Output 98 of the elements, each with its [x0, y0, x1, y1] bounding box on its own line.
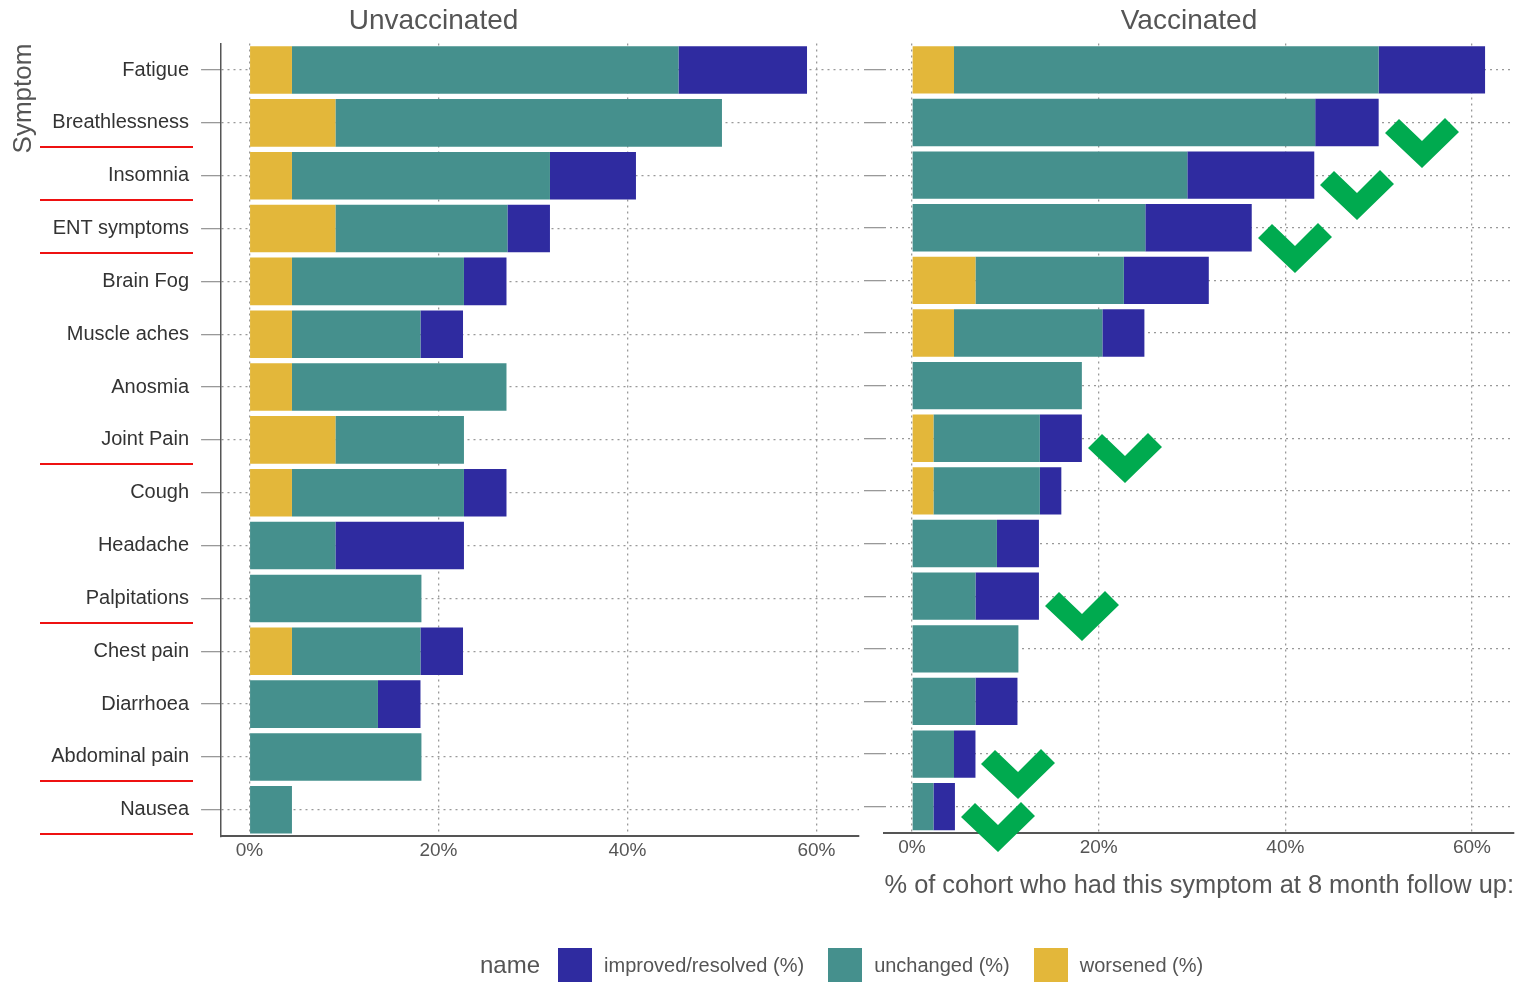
- bar: [335, 99, 722, 147]
- y-tick-label: Fatigue: [122, 57, 190, 80]
- bar: [250, 627, 292, 676]
- legend-label: worsened (%): [1079, 953, 1204, 977]
- bar: [335, 416, 464, 464]
- x-tick-label: 0%: [898, 835, 926, 857]
- bar: [250, 786, 292, 834]
- y-tick-label: Brain Fog: [102, 268, 190, 291]
- bar: [291, 151, 550, 200]
- bar: [912, 519, 997, 568]
- bar: [912, 361, 1082, 410]
- bar: [996, 519, 1039, 568]
- bar: [250, 46, 292, 94]
- y-tick-label: Diarrhoea: [101, 691, 190, 714]
- bar: [975, 256, 1124, 305]
- bar: [250, 363, 292, 411]
- bar: [1123, 256, 1209, 305]
- bar: [291, 468, 464, 517]
- chart-title: Vaccinated: [1120, 3, 1258, 35]
- bar: [250, 574, 422, 623]
- bar: [912, 414, 934, 462]
- y-tick-label: ENT symptoms: [52, 216, 190, 239]
- bar: [912, 204, 1146, 252]
- x-tick-label: 20%: [419, 838, 458, 860]
- x-axis-title: % of cohort who had this symptom at 8 month follow up:: [884, 869, 1514, 898]
- y-tick-label: Palpitations: [85, 585, 190, 608]
- x-tick-label: 40%: [608, 838, 647, 860]
- x-tick-label: 60%: [797, 838, 836, 860]
- bar: [250, 99, 336, 147]
- bar: [912, 572, 976, 620]
- bar: [1039, 414, 1082, 462]
- bar: [912, 677, 976, 726]
- bar: [1039, 467, 1062, 515]
- bar: [250, 521, 336, 570]
- bar: [1102, 309, 1145, 357]
- bar: [975, 572, 1039, 620]
- x-tick-label: 40%: [1266, 835, 1305, 857]
- bar: [912, 625, 1019, 673]
- bar: [291, 363, 507, 411]
- chart-title: Unvaccinated: [348, 3, 519, 35]
- bar: [912, 98, 1316, 147]
- bar: [250, 151, 292, 200]
- bar: [1315, 98, 1379, 147]
- bar: [912, 783, 934, 831]
- y-tick-label: Headache: [97, 533, 190, 556]
- x-tick-label: 0%: [235, 838, 264, 860]
- bar: [291, 310, 421, 358]
- y-tick-label: Chest pain: [93, 638, 190, 661]
- bar: [250, 468, 292, 517]
- bar: [507, 204, 550, 253]
- bar: [954, 309, 1103, 357]
- y-tick-label: Joint Pain: [101, 427, 190, 450]
- bar: [678, 46, 808, 94]
- y-tick-label: Insomnia: [107, 163, 190, 186]
- y-tick-label: Breathlessness: [52, 110, 190, 133]
- bar: [912, 309, 954, 357]
- y-axis-title: Symptom: [6, 43, 37, 154]
- y-tick-label: Cough: [130, 480, 190, 503]
- x-tick-label: 20%: [1079, 835, 1118, 857]
- bar: [975, 677, 1018, 726]
- bar: [250, 204, 336, 253]
- bar: [250, 416, 336, 464]
- bar: [1187, 151, 1315, 199]
- y-tick-label: Anosmia: [111, 374, 190, 397]
- bar: [420, 310, 464, 358]
- bar: [291, 627, 421, 676]
- bar: [291, 257, 464, 306]
- bar: [1378, 46, 1486, 94]
- bar: [912, 46, 954, 94]
- bar: [335, 521, 464, 570]
- bar: [377, 680, 421, 728]
- bar: [291, 46, 679, 94]
- bar: [463, 257, 507, 306]
- bar: [250, 733, 422, 781]
- bar: [912, 256, 976, 305]
- bar: [335, 204, 508, 253]
- y-tick-label: Muscle aches: [66, 321, 190, 344]
- y-tick-label: Nausea: [120, 797, 190, 820]
- bar: [250, 257, 292, 306]
- bar: [420, 627, 464, 676]
- bar: [954, 46, 1379, 94]
- bar: [250, 680, 378, 728]
- bar: [250, 310, 292, 358]
- legend-title: name: [480, 951, 541, 979]
- x-tick-label: 60%: [1452, 835, 1492, 857]
- bar: [1145, 204, 1252, 252]
- y-tick-label: Abdominal pain: [51, 744, 190, 767]
- bar: [912, 730, 954, 778]
- bar: [954, 730, 976, 778]
- bar: [912, 467, 934, 515]
- bar: [912, 151, 1188, 199]
- bar: [933, 467, 1040, 515]
- bar: [933, 783, 955, 831]
- legend-label: improved/resolved (%): [604, 953, 805, 977]
- legend-label: unchanged (%): [874, 953, 1010, 977]
- bar: [463, 468, 507, 517]
- bar: [933, 414, 1040, 462]
- bar: [549, 151, 636, 200]
